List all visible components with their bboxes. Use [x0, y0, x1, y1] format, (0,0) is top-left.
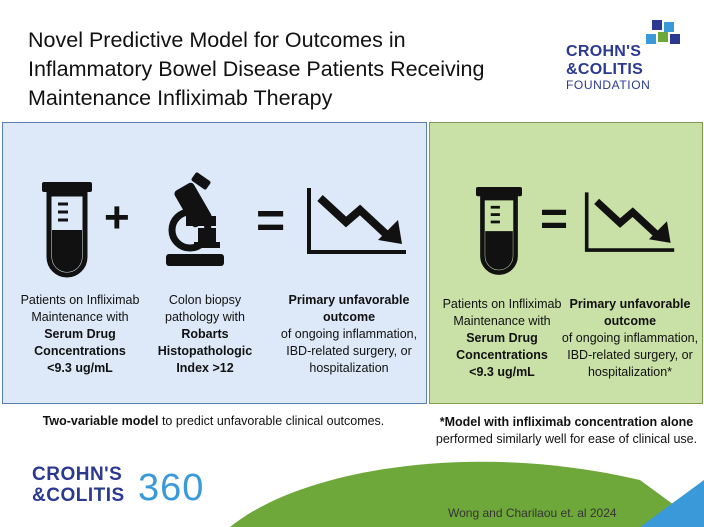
- caption-line: Serum Drug: [44, 327, 116, 341]
- crohns-colitis-foundation-logo: CROHN'S &COLITIS FOUNDATION: [566, 18, 696, 92]
- note-text: to predict unfavorable clinical outcomes…: [158, 414, 385, 428]
- two-variable-model-note: Two-variable model to predict unfavorabl…: [0, 414, 427, 428]
- serum-drug-caption: Patients on Infliximab Maintenance with …: [432, 296, 572, 381]
- note-line: performed similarly well for ease of cli…: [435, 432, 698, 446]
- citation: Wong and Charilaou et. al 2024: [448, 506, 617, 520]
- caption-line: Patients on Infliximab: [20, 293, 140, 307]
- logo-line: &COLITIS: [566, 61, 644, 78]
- caption-line: Primary unfavorable: [288, 293, 410, 307]
- test-tube-icon: [476, 187, 522, 275]
- logo-number: 360: [138, 467, 205, 509]
- caption-line: Concentrations: [456, 348, 548, 362]
- caption-line: <9.3 ug/mL: [469, 365, 535, 379]
- logo-line: &COLITIS: [32, 485, 125, 506]
- caption-line: hospitalization: [309, 361, 389, 375]
- caption-line: IBD-related surgery, or: [567, 348, 693, 362]
- caption-line: Maintenance with: [31, 310, 129, 324]
- title-line: Maintenance Infliximab Therapy: [28, 86, 333, 110]
- caption-line: Patients on Infliximab: [442, 297, 562, 311]
- outcome-caption: Primary unfavorable outcome of ongoing i…: [556, 296, 704, 381]
- serum-drug-caption: Patients on Infliximab Maintenance with …: [10, 292, 150, 377]
- caption-line: outcome: [603, 314, 657, 328]
- caption-line: Colon biopsy: [168, 293, 242, 307]
- caption-line: pathology with: [165, 310, 245, 324]
- biopsy-caption: Colon biopsy pathology with Robarts Hist…: [140, 292, 270, 377]
- test-tube-icon: [42, 182, 92, 278]
- outcome-caption: Primary unfavorable outcome of ongoing i…: [274, 292, 424, 377]
- caption-line: Histopathologic: [157, 344, 253, 358]
- caption-line: hospitalization*: [587, 365, 673, 379]
- downtrend-chart-icon: [584, 192, 675, 252]
- page-title: Novel Predictive Model for Outcomes in I…: [28, 26, 548, 113]
- equals-operator: =: [256, 192, 286, 248]
- caption-line: IBD-related surgery, or: [286, 344, 412, 358]
- caption-line: of ongoing inflammation,: [561, 331, 699, 345]
- title-line: Novel Predictive Model for Outcomes in: [28, 28, 406, 52]
- caption-line: Robarts: [181, 327, 229, 341]
- single-variable-model-panel: [429, 122, 703, 404]
- logo-line: CROHN'S: [566, 43, 642, 60]
- note-line: *Model with infliximab concentration alo…: [429, 414, 704, 431]
- equals-operator: =: [540, 193, 569, 246]
- downtrend-chart-icon: [307, 188, 406, 254]
- hill-decoration: [230, 461, 704, 527]
- caption-line: Index >12: [176, 361, 234, 375]
- logo-line: FOUNDATION: [566, 78, 651, 92]
- caption-line: Maintenance with: [453, 314, 551, 328]
- single-variable-model-note: *Model with infliximab concentration alo…: [429, 414, 704, 448]
- caption-line: of ongoing inflammation,: [280, 327, 418, 341]
- logo-line: CROHN'S: [32, 464, 123, 485]
- plus-operator: +: [104, 193, 130, 242]
- caption-line: Primary unfavorable: [569, 297, 691, 311]
- crohns-colitis-360-logo: CROHN'S &COLITIS 360: [32, 464, 232, 514]
- caption-line: Serum Drug: [466, 331, 538, 345]
- note-bold: infliximab concentration alone: [512, 415, 694, 429]
- microscope-icon: [166, 172, 224, 266]
- note-bold: Two-variable model: [42, 414, 159, 428]
- caption-line: outcome: [322, 310, 376, 324]
- caption-line: Concentrations: [34, 344, 126, 358]
- note-bold: *Model with: [439, 415, 513, 429]
- title-line: Inflammatory Bowel Disease Patients Rece…: [28, 57, 485, 81]
- caption-line: <9.3 ug/mL: [47, 361, 113, 375]
- foundation-logo-mark-icon: [646, 20, 680, 44]
